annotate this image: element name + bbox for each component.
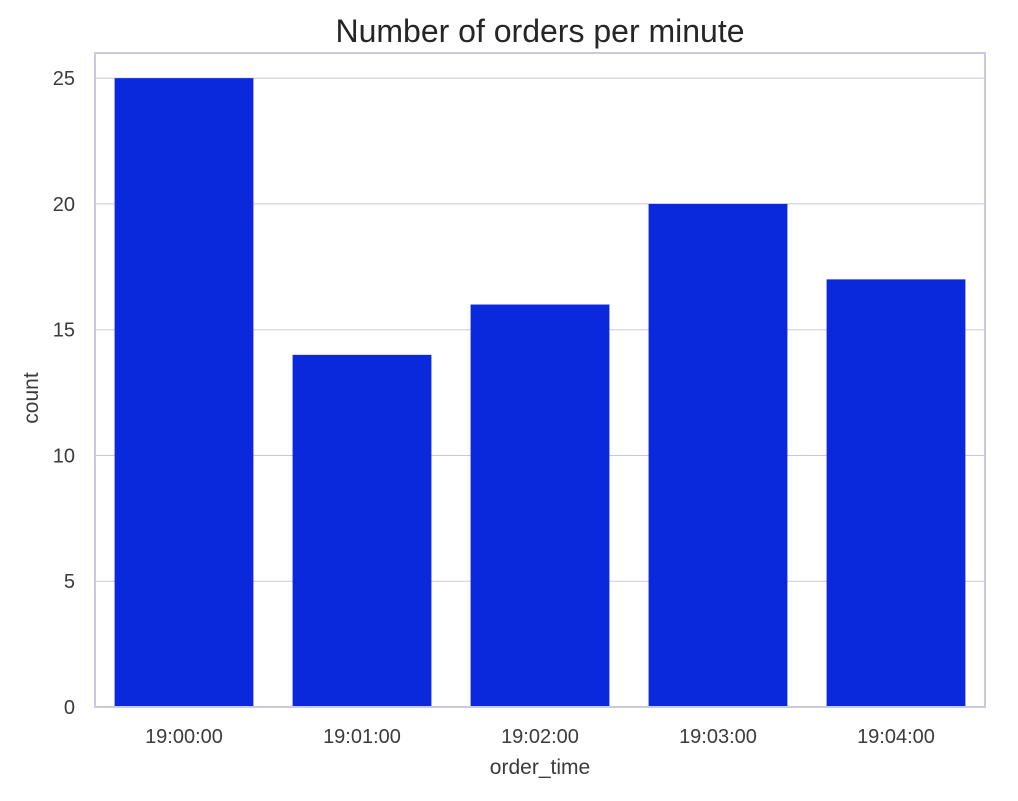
x-tick-label: 19:04:00 — [857, 726, 935, 748]
bar-19:01:00 — [292, 354, 432, 707]
y-tick-label: 25 — [53, 68, 75, 90]
bars — [114, 78, 966, 707]
x-tick-label: 19:00:00 — [145, 726, 223, 748]
x-tick-labels: 19:00:00 19:01:00 19:02:00 19:03:00 19:04:00 — [145, 726, 935, 748]
y-tick-label: 0 — [64, 697, 75, 719]
y-tick-label: 20 — [53, 194, 75, 216]
y-tick-label: 15 — [53, 320, 75, 342]
bar-19:02:00 — [470, 304, 610, 707]
x-axis-label: order_time — [490, 756, 590, 779]
bar-19:00:00 — [114, 78, 254, 707]
y-tick-labels: 0 5 10 15 20 25 — [53, 68, 75, 719]
chart-title: Number of orders per minute — [335, 13, 744, 49]
y-axis-label: count — [20, 372, 43, 424]
y-tick-label: 10 — [53, 445, 75, 467]
y-tick-label: 5 — [64, 571, 75, 593]
x-tick-label: 19:01:00 — [323, 726, 401, 748]
x-tick-label: 19:02:00 — [501, 726, 579, 748]
x-tick-label: 19:03:00 — [679, 726, 757, 748]
plot-frame — [94, 52, 986, 708]
bar-19:03:00 — [648, 203, 788, 707]
bar-19:04:00 — [826, 279, 966, 707]
